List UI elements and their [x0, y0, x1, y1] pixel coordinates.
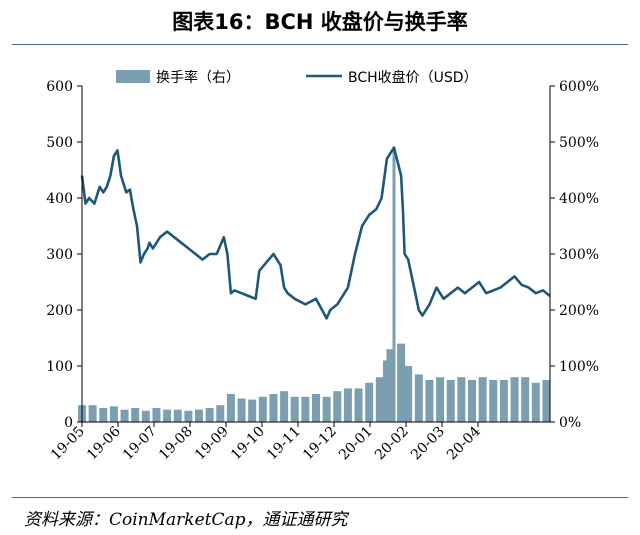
- turnover-bar: [258, 396, 267, 422]
- right-tick-label: 0%: [559, 415, 581, 431]
- turnover-bar: [521, 377, 530, 422]
- turnover-bar: [397, 343, 406, 422]
- x-tick-label: 19-10: [228, 424, 268, 464]
- turnover-bar: [184, 410, 193, 422]
- price-line: [80, 146, 551, 320]
- turnover-bar: [195, 409, 203, 422]
- turnover-bar: [531, 382, 540, 422]
- turnover-bar: [436, 377, 445, 422]
- right-tick-label: 300%: [559, 247, 599, 263]
- left-tick-label: 100: [46, 359, 73, 375]
- turnover-bar: [269, 394, 278, 422]
- legend-bar-label: 换手率（右）: [156, 69, 240, 86]
- right-tick-label: 600%: [559, 79, 599, 95]
- x-tick-label: 20-04: [444, 423, 484, 463]
- turnover-bar: [99, 408, 108, 422]
- x-tick-label: 19-08: [156, 424, 196, 464]
- source-rule: [12, 497, 628, 498]
- turnover-bar: [322, 396, 331, 422]
- turnover-bar: [365, 382, 374, 422]
- x-tick-label: 19-12: [300, 424, 340, 464]
- turnover-bar: [414, 374, 423, 422]
- x-tick-label: 19-11: [264, 424, 304, 464]
- x-tick-label: 20-02: [372, 424, 412, 464]
- x-tick-label: 20-03: [408, 424, 448, 464]
- price-line-layer: [80, 146, 551, 320]
- turnover-bar: [216, 405, 225, 422]
- legend-bar-swatch: [116, 70, 150, 83]
- right-tick-label: 500%: [559, 135, 599, 151]
- turnover-bar: [141, 410, 150, 422]
- turnover-bar: [392, 147, 396, 422]
- turnover-bar: [343, 388, 352, 422]
- legend: 换手率（右） BCH收盘价（USD）: [116, 69, 478, 86]
- turnover-bar: [312, 394, 320, 422]
- turnover-bar: [404, 366, 413, 422]
- x-tick-label: 19-07: [120, 424, 160, 464]
- title-rule: [12, 44, 628, 45]
- right-tick-label: 400%: [559, 191, 599, 207]
- source-note: 资料来源：CoinMarketCap，通证通研究: [24, 510, 348, 530]
- turnover-bar: [173, 409, 182, 422]
- x-tick-label: 19-09: [192, 424, 232, 464]
- turnover-bar: [248, 399, 257, 422]
- turnover-bar: [510, 377, 519, 422]
- turnover-bar: [333, 391, 342, 422]
- left-tick-label: 500: [46, 135, 73, 151]
- turnover-bar: [152, 408, 161, 422]
- left-tick-label: 0: [64, 415, 73, 431]
- left-tick-label: 400: [46, 191, 73, 207]
- right-tick-label: 100%: [559, 359, 599, 375]
- turnover-bar: [425, 380, 434, 422]
- x-tick-label: 19-06: [84, 423, 124, 463]
- turnover-bar: [468, 380, 476, 422]
- left-tick-label: 600: [46, 79, 73, 95]
- left-tick-label: 300: [46, 247, 73, 263]
- turnover-bar: [301, 396, 310, 422]
- turnover-bar: [88, 405, 97, 422]
- turnover-bar: [457, 377, 466, 422]
- turnover-bar: [386, 349, 395, 422]
- turnover-bar: [226, 394, 235, 422]
- turnover-bar: [542, 380, 551, 422]
- turnover-bar: [120, 409, 129, 422]
- turnover-bar: [446, 380, 455, 422]
- turnover-bar: [163, 409, 172, 422]
- turnover-bar: [237, 398, 246, 422]
- turnover-bar: [109, 406, 118, 422]
- turnover-bar: [499, 380, 508, 422]
- left-tick-label: 200: [46, 303, 73, 319]
- turnover-bar: [375, 377, 384, 422]
- right-tick-label: 200%: [559, 303, 599, 319]
- turnover-bar: [205, 408, 214, 422]
- turnover-bar: [131, 408, 140, 422]
- turnover-bar: [354, 388, 363, 422]
- turnover-bars: [78, 147, 551, 422]
- turnover-bar: [290, 396, 299, 422]
- legend-line-label: BCH收盘价（USD）: [348, 69, 478, 86]
- turnover-bar: [489, 380, 498, 422]
- turnover-bar: [478, 377, 487, 422]
- turnover-bar: [280, 391, 289, 422]
- chart-title: 图表16：BCH 收盘价与换手率: [172, 10, 468, 34]
- x-tick-label: 20-01: [336, 424, 376, 464]
